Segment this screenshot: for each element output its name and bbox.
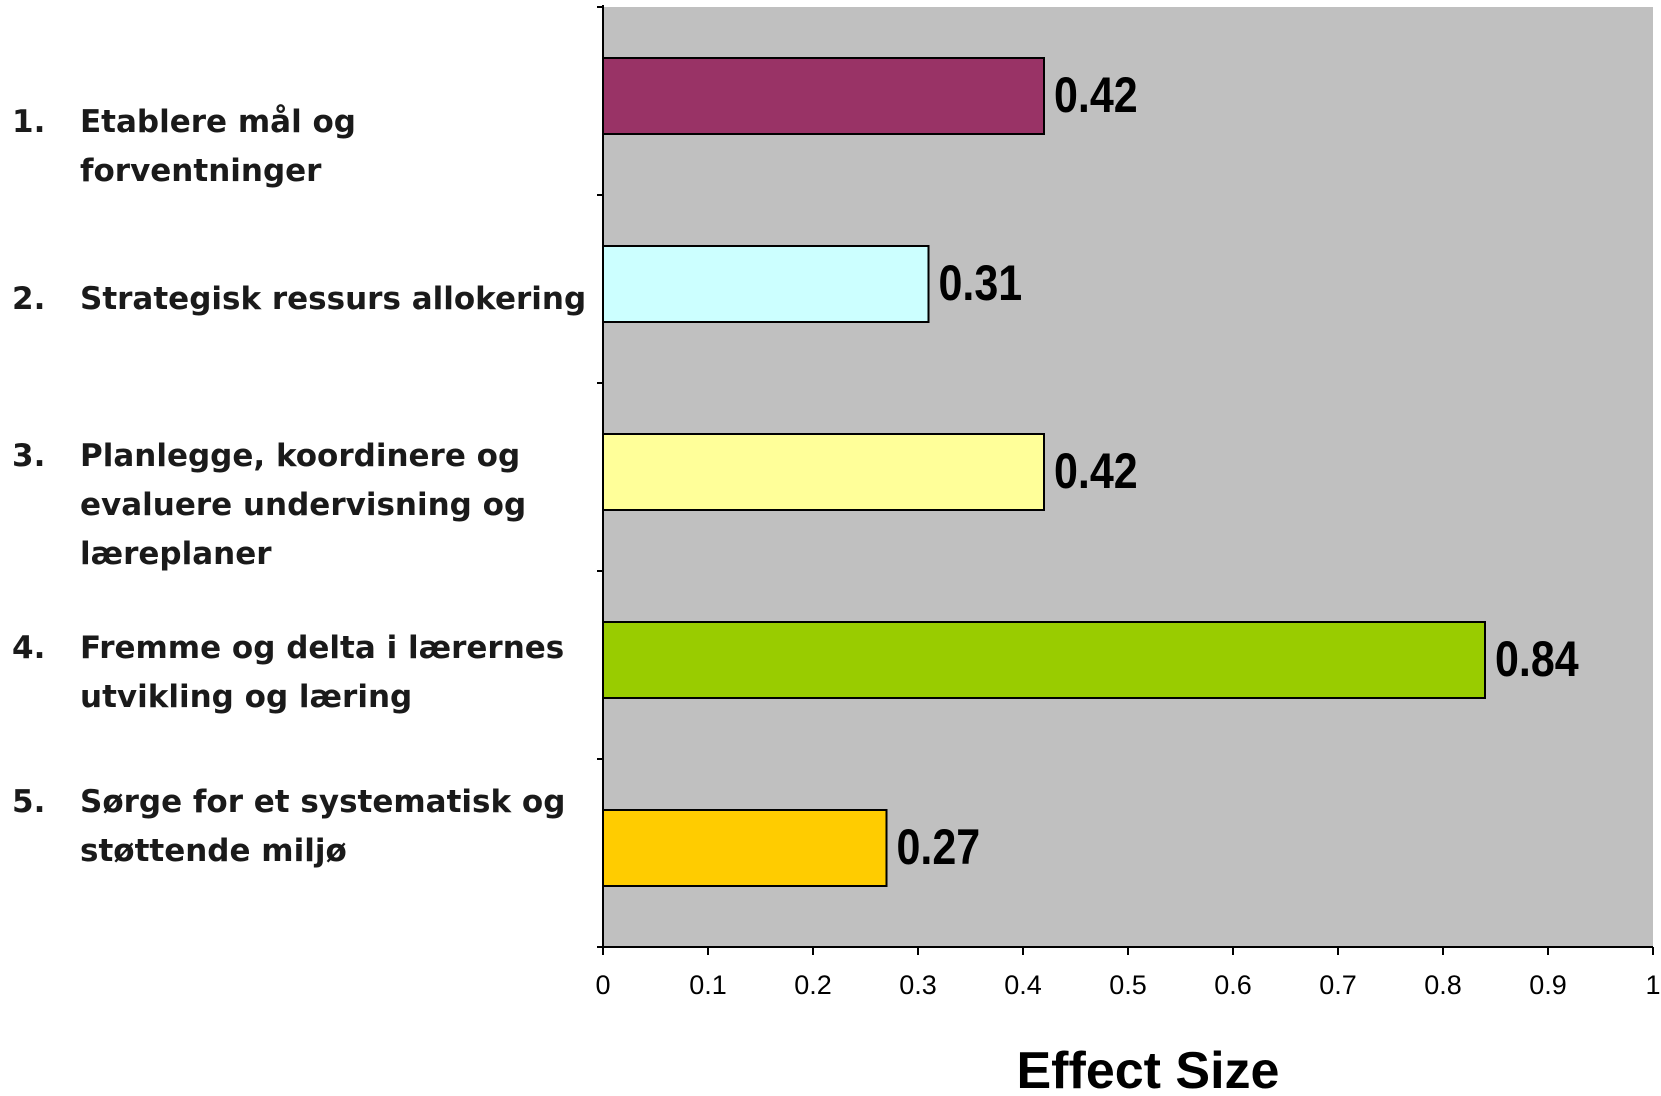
category-text: Sørge for et systematisk og støttende mil… — [80, 778, 566, 876]
x-tick-label-1: 0.1 — [689, 970, 727, 1000]
category-text: Etablere mål og forventninger — [80, 98, 550, 196]
x-tick-label-8: 0.8 — [1424, 970, 1462, 1000]
category-text-line: Planlegge, koordinere og — [80, 438, 521, 474]
x-tick-label-9: 0.9 — [1529, 970, 1567, 1000]
bar-4 — [602, 621, 1486, 699]
category-text-line: Sørge for et systematisk og — [80, 784, 566, 820]
category-label-2: 2. Strategisk ressurs allokering — [12, 275, 587, 324]
category-text-line: evaluere undervisning og — [80, 487, 527, 523]
category-label-5: 5. Sørge for et systematisk og støttende m… — [12, 778, 566, 876]
data-label-5: 0.27 — [897, 819, 981, 875]
x-tick-label-10: 1 — [1645, 970, 1660, 1000]
data-label-2: 0.31 — [939, 255, 1023, 311]
x-tick-label-3: 0.3 — [899, 970, 937, 1000]
x-tick-label-6: 0.6 — [1214, 970, 1252, 1000]
x-axis-title: Effect Size — [1017, 1042, 1280, 1096]
category-number: 3. — [12, 438, 46, 474]
x-tick-label-2: 0.2 — [794, 970, 832, 1000]
category-number: 2. — [12, 281, 46, 317]
bar-3 — [602, 433, 1045, 511]
x-tick-label-0: 0 — [595, 970, 610, 1000]
x-tick-label-5: 0.5 — [1109, 970, 1147, 1000]
data-label-3: 0.42 — [1054, 443, 1138, 499]
category-text-line: læreplaner — [80, 536, 272, 572]
category-text-line: støttende miljø — [80, 833, 347, 869]
category-label-1: 1. Etablere mål og forventninger — [12, 98, 550, 196]
bar-1 — [602, 57, 1045, 135]
category-text: Planlegge, koordinere og evaluere undervi… — [80, 432, 550, 579]
data-label-4: 0.84 — [1495, 631, 1579, 687]
category-text: Fremme og delta i lærernes utvikling og l… — [80, 624, 565, 722]
category-text-line: Etablere mål og — [80, 104, 356, 140]
bar-5 — [602, 809, 888, 887]
category-text-line: forventninger — [80, 153, 322, 189]
category-text: Strategisk ressurs allokering — [80, 275, 587, 324]
category-label-3: 3. Planlegge, koordinere og evaluere under… — [12, 432, 550, 579]
x-tick-label-4: 0.4 — [1004, 970, 1042, 1000]
category-number: 5. — [12, 784, 46, 820]
category-number: 1. — [12, 104, 46, 140]
category-text-line: Strategisk ressurs allokering — [80, 281, 587, 317]
category-text-line: Fremme og delta i lærernes — [80, 630, 565, 666]
category-text-line: utvikling og læring — [80, 679, 413, 715]
category-number: 4. — [12, 630, 46, 666]
data-label-1: 0.42 — [1054, 67, 1138, 123]
x-tick-label-7: 0.7 — [1319, 970, 1357, 1000]
category-label-4: 4. Fremme og delta i lærernes utvikling og… — [12, 624, 565, 722]
bar-2 — [602, 245, 930, 323]
